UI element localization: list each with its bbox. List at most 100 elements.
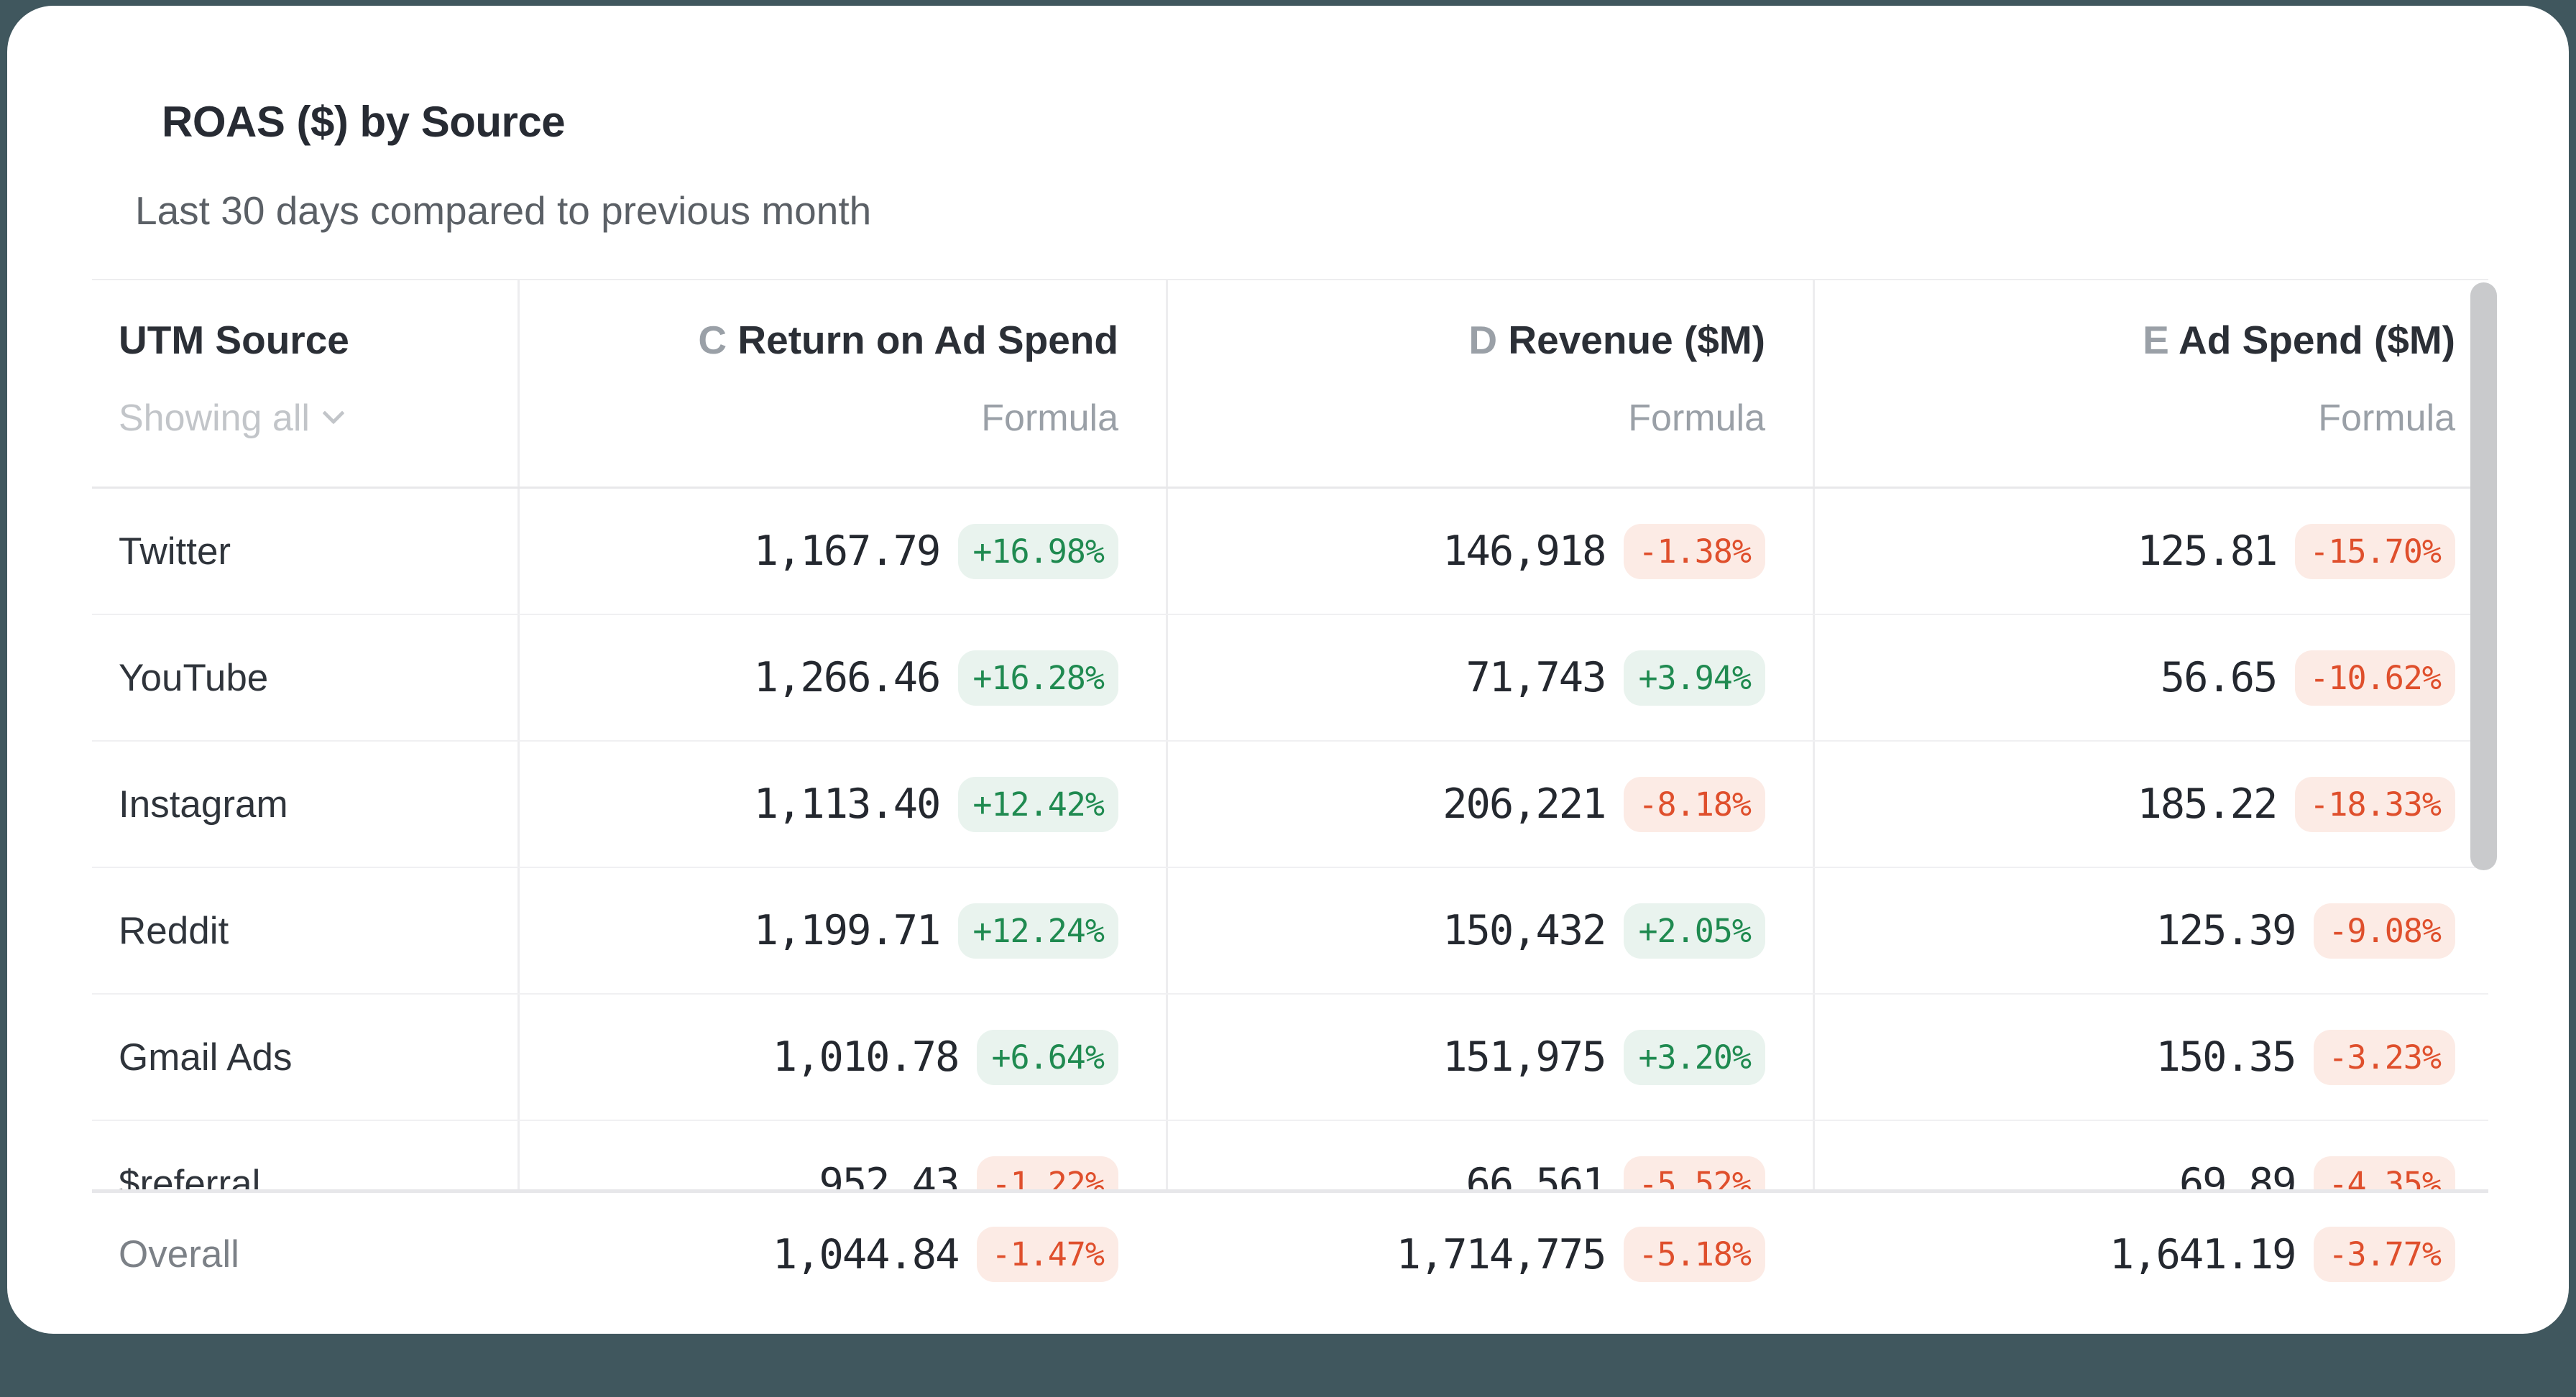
- roas-widget-card: ROAS ($) by Source Last 30 days compared…: [7, 6, 2569, 1334]
- adspend-cell: 1,641.19 -3.77%: [1813, 1193, 2503, 1316]
- revenue-value: 206,221: [1443, 780, 1606, 828]
- adspend-value: 150.35: [2156, 1033, 2297, 1081]
- table-row: $referral 952.43 -1.22% 66,561 -5.52% 69.8…: [92, 1121, 2488, 1189]
- adspend-cell: 150.35 -3.23%: [1813, 995, 2488, 1120]
- column-header-revenue: D Revenue ($M) Formula: [1166, 280, 1813, 487]
- revenue-cell: 151,975 +3.20%: [1166, 995, 1813, 1120]
- roas-cell: 1,044.84 -1.47%: [518, 1193, 1166, 1316]
- change-badge: +2.05%: [1624, 903, 1765, 959]
- change-badge: -3.77%: [2314, 1227, 2455, 1282]
- revenue-cell: 146,918 -1.38%: [1166, 489, 1813, 614]
- revenue-value: 66,561: [1466, 1160, 1607, 1189]
- chevron-down-icon: [322, 402, 345, 425]
- roas-table: UTM Source Showing all C Return on Ad Sp…: [92, 279, 2488, 1316]
- column-letter: D: [1468, 318, 1498, 362]
- column-label: Ad Spend ($M): [2179, 318, 2455, 362]
- change-badge: -10.62%: [2295, 650, 2455, 706]
- roas-cell: 952.43 -1.22%: [518, 1121, 1166, 1189]
- source-cell: YouTube: [119, 656, 269, 699]
- roas-cell: 1,010.78 +6.64%: [518, 995, 1166, 1120]
- utm-source-header: UTM Source Showing all: [92, 280, 518, 487]
- roas-value: 1,113.40: [753, 780, 942, 828]
- change-badge: +12.42%: [958, 776, 1118, 832]
- revenue-value: 1,714,775: [1396, 1230, 1607, 1278]
- roas-cell: 1,199.71 +12.24%: [518, 868, 1166, 993]
- adspend-value: 125.81: [2137, 527, 2278, 575]
- showing-all-label: Showing all: [119, 397, 310, 439]
- adspend-cell: 56.65 -10.62%: [1813, 615, 2488, 740]
- roas-value: 1,010.78: [772, 1033, 960, 1081]
- change-badge: -9.08%: [2314, 903, 2455, 959]
- roas-cell: 1,113.40 +12.42%: [518, 742, 1166, 867]
- adspend-value: 1,641.19: [2109, 1230, 2297, 1278]
- column-formula-label: Formula: [1628, 397, 1765, 439]
- change-badge: -8.18%: [1624, 776, 1765, 832]
- change-badge: -5.18%: [1624, 1227, 1765, 1282]
- adspend-value: 125.39: [2156, 907, 2297, 954]
- widget-subtitle: Last 30 days compared to previous month: [135, 188, 872, 233]
- source-cell: $referral: [119, 1162, 261, 1190]
- revenue-cell: 1,714,775 -5.18%: [1166, 1193, 1813, 1316]
- roas-cell: 1,266.46 +16.28%: [518, 615, 1166, 740]
- column-label: Return on Ad Spend: [737, 318, 1118, 362]
- column-letter: E: [2143, 318, 2169, 362]
- vertical-scrollbar-thumb[interactable]: [2470, 282, 2497, 870]
- showing-all-filter[interactable]: Showing all: [119, 397, 345, 439]
- column-header-roas: C Return on Ad Spend Formula: [518, 280, 1166, 487]
- table-row: Instagram 1,113.40 +12.42% 206,221 -8.18% …: [92, 742, 2488, 868]
- table-header-row: UTM Source Showing all C Return on Ad Sp…: [92, 279, 2488, 489]
- change-badge: -15.70%: [2295, 523, 2455, 579]
- column-header-adspend: E Ad Spend ($M) Formula: [1813, 280, 2503, 487]
- change-badge: -1.38%: [1624, 523, 1765, 579]
- change-badge: +6.64%: [977, 1029, 1118, 1085]
- utm-source-label: UTM Source: [119, 318, 349, 362]
- change-badge: -4.35%: [2314, 1156, 2455, 1189]
- source-cell: Instagram: [119, 783, 288, 826]
- column-letter: C: [698, 318, 727, 362]
- source-cell: Overall: [119, 1233, 239, 1276]
- widget-title: ROAS ($) by Source: [162, 98, 566, 146]
- change-badge: -1.47%: [977, 1227, 1118, 1282]
- revenue-cell: 206,221 -8.18%: [1166, 742, 1813, 867]
- roas-cell: 1,167.79 +16.98%: [518, 489, 1166, 614]
- table-row: YouTube 1,266.46 +16.28% 71,743 +3.94% 56.…: [92, 615, 2488, 742]
- source-cell: Gmail Ads: [119, 1036, 293, 1079]
- column-formula-label: Formula: [2318, 397, 2455, 439]
- table-row: Twitter 1,167.79 +16.98% 146,918 -1.38% 12…: [92, 489, 2488, 615]
- table-footer-row: Overall 1,044.84 -1.47% 1,714,775 -5.18% 1…: [92, 1189, 2488, 1316]
- revenue-value: 150,432: [1443, 907, 1606, 954]
- change-badge: +3.20%: [1624, 1029, 1765, 1085]
- adspend-cell: 69.89 -4.35%: [1813, 1121, 2488, 1189]
- column-label: Revenue ($M): [1508, 318, 1765, 362]
- roas-value: 952.43: [819, 1160, 960, 1189]
- revenue-value: 71,743: [1466, 654, 1607, 701]
- revenue-cell: 150,432 +2.05%: [1166, 868, 1813, 993]
- adspend-value: 56.65: [2160, 654, 2278, 701]
- revenue-value: 151,975: [1443, 1033, 1606, 1081]
- revenue-value: 146,918: [1443, 527, 1606, 575]
- roas-value: 1,266.46: [753, 654, 942, 701]
- source-cell: Reddit: [119, 909, 229, 952]
- change-badge: -18.33%: [2295, 776, 2455, 832]
- adspend-cell: 185.22 -18.33%: [1813, 742, 2488, 867]
- change-badge: -3.23%: [2314, 1029, 2455, 1085]
- adspend-value: 185.22: [2137, 780, 2278, 828]
- revenue-cell: 66,561 -5.52%: [1166, 1121, 1813, 1189]
- change-badge: +16.98%: [958, 523, 1118, 579]
- roas-value: 1,167.79: [753, 527, 942, 575]
- roas-value: 1,044.84: [772, 1230, 960, 1278]
- change-badge: -5.52%: [1624, 1156, 1765, 1189]
- change-badge: -1.22%: [977, 1156, 1118, 1189]
- table-body: Twitter 1,167.79 +16.98% 146,918 -1.38% 12…: [92, 489, 2488, 1189]
- change-badge: +16.28%: [958, 650, 1118, 706]
- table-row: Gmail Ads 1,010.78 +6.64% 151,975 +3.20% 1…: [92, 995, 2488, 1121]
- adspend-cell: 125.81 -15.70%: [1813, 489, 2488, 614]
- change-badge: +3.94%: [1624, 650, 1765, 706]
- source-cell: Twitter: [119, 530, 231, 573]
- roas-value: 1,199.71: [753, 907, 942, 954]
- column-formula-label: Formula: [981, 397, 1118, 439]
- change-badge: +12.24%: [958, 903, 1118, 959]
- adspend-cell: 125.39 -9.08%: [1813, 868, 2488, 993]
- revenue-cell: 71,743 +3.94%: [1166, 615, 1813, 740]
- adspend-value: 69.89: [2179, 1160, 2297, 1189]
